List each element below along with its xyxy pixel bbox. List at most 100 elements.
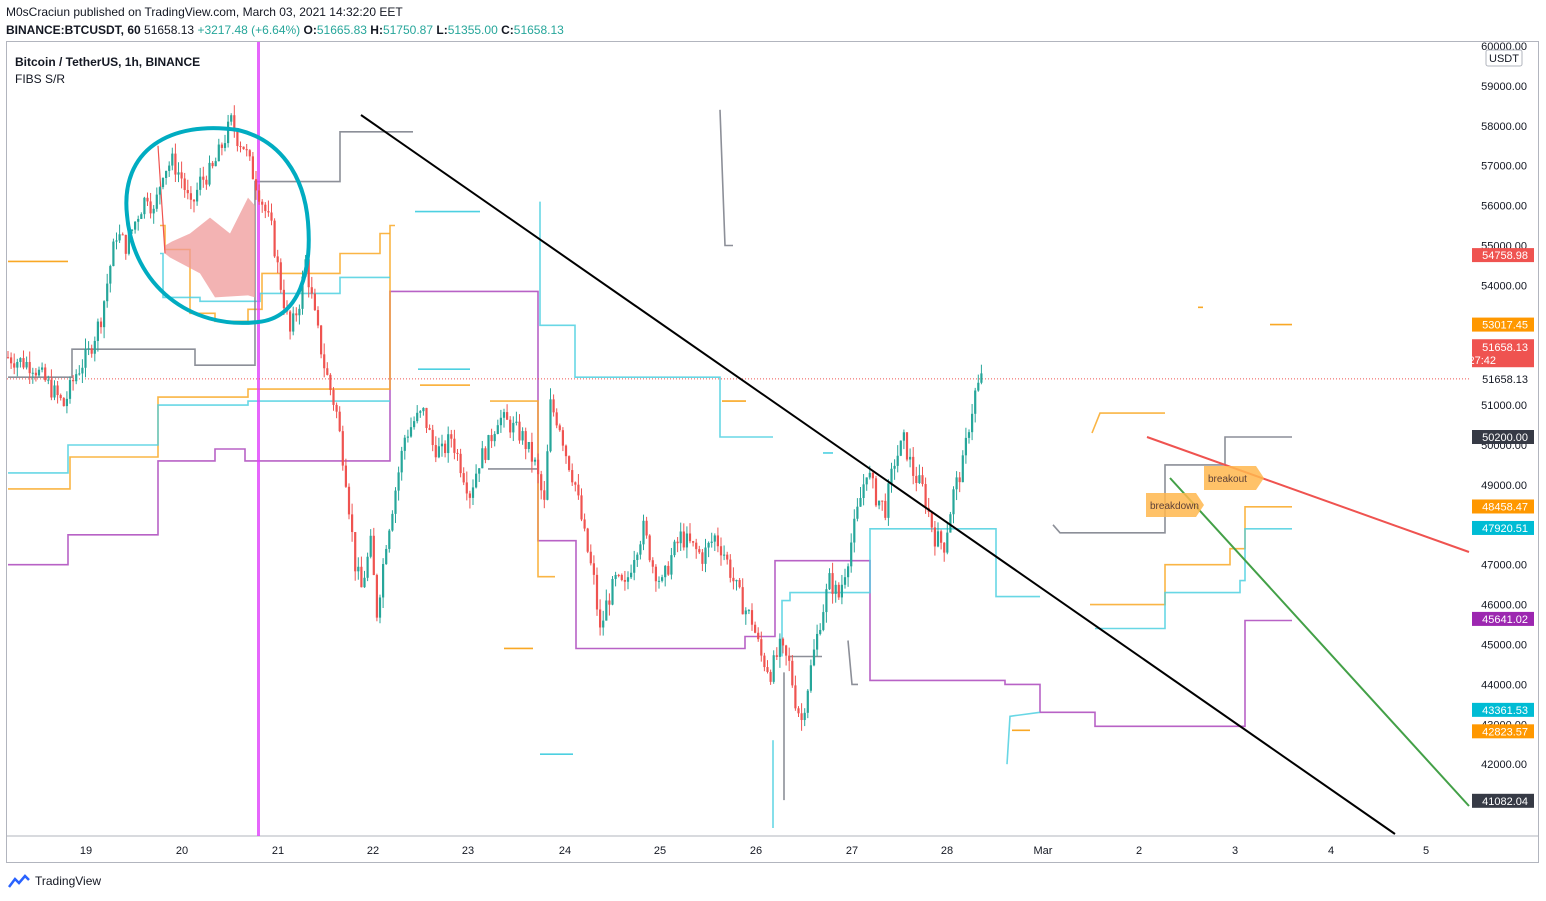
candle — [233, 115, 236, 132]
candle — [543, 490, 546, 500]
candle — [437, 446, 440, 458]
candle — [812, 649, 816, 666]
y-tick-label: 45000.00 — [1481, 639, 1527, 651]
candle — [499, 417, 502, 426]
candle — [25, 361, 28, 368]
candle — [654, 566, 657, 582]
y-tick-label: 44000.00 — [1481, 679, 1527, 691]
candle — [837, 584, 840, 598]
fib-level-line — [8, 224, 395, 490]
price-tag — [1472, 499, 1534, 514]
y-tick-label: 51000.00 — [1481, 400, 1527, 412]
candle — [831, 573, 834, 594]
candle — [564, 445, 568, 457]
candle — [822, 612, 825, 630]
candle — [915, 475, 918, 484]
candle — [75, 374, 78, 382]
price-tag-label: 54758.98 — [1482, 250, 1528, 262]
candle — [747, 610, 750, 612]
candle — [155, 194, 158, 209]
support-line — [1169, 477, 1470, 807]
highlight-circle — [124, 126, 311, 325]
publisher-line: M0sCraciun published on TradingView.com,… — [6, 5, 403, 19]
candle — [171, 153, 174, 166]
candle — [292, 313, 295, 332]
candle — [137, 218, 140, 222]
candle — [196, 189, 199, 202]
candle — [453, 438, 456, 453]
candle — [357, 566, 360, 572]
candle — [465, 482, 468, 494]
candle — [478, 468, 481, 474]
x-tick-label: 26 — [750, 845, 762, 857]
chart-frame — [6, 41, 1539, 863]
candle — [490, 435, 493, 442]
candle — [332, 389, 335, 405]
candle — [22, 358, 25, 368]
candle — [763, 655, 766, 668]
candle — [825, 589, 828, 613]
candle — [385, 548, 388, 565]
x-tick-label: 25 — [654, 845, 666, 857]
candle — [475, 473, 478, 488]
legend-indicator[interactable]: FIBS S/R — [15, 72, 66, 86]
candle — [168, 165, 171, 171]
footer-brand[interactable]: TradingView — [35, 874, 102, 888]
candle — [239, 146, 242, 148]
candle — [50, 379, 53, 398]
candle — [158, 187, 161, 195]
candle — [630, 572, 633, 578]
candle — [608, 600, 611, 605]
candle — [847, 566, 850, 578]
candle — [78, 373, 81, 375]
candle — [400, 450, 403, 473]
candle — [744, 610, 747, 615]
legend-title[interactable]: Bitcoin / TetherUS, 1h, BINANCE — [15, 55, 201, 69]
candle — [19, 358, 22, 362]
low-value: 51355.00 — [447, 23, 498, 37]
candle — [382, 564, 385, 598]
candle — [106, 283, 109, 302]
candle — [912, 456, 915, 476]
candle — [447, 434, 450, 454]
candle — [289, 311, 292, 332]
candle — [651, 560, 654, 567]
candle — [16, 361, 19, 368]
candle — [44, 367, 47, 381]
candle — [778, 638, 781, 657]
candle — [803, 712, 806, 721]
candle — [577, 484, 580, 496]
candle — [484, 448, 487, 460]
candle — [518, 421, 521, 441]
ohlc-line: BINANCE:BTCUSDT, 60 51658.13 +3217.48 (+… — [6, 23, 564, 37]
candle — [645, 520, 648, 536]
x-tick-label: 27 — [846, 845, 858, 857]
currency-label: USDT — [1489, 53, 1519, 65]
candle — [819, 629, 822, 634]
candle — [192, 199, 196, 202]
low-label: L: — [436, 23, 448, 37]
x-tick-label: 28 — [941, 845, 953, 857]
candle — [586, 528, 589, 552]
resistance-line — [1146, 436, 1470, 553]
candle — [65, 398, 68, 407]
candle — [298, 308, 301, 316]
x-tick-label: 19 — [80, 845, 92, 857]
candle — [974, 390, 977, 414]
candle — [679, 531, 682, 544]
candle — [667, 565, 670, 575]
candle — [785, 645, 788, 656]
candle — [853, 518, 856, 543]
candle — [310, 287, 313, 294]
candle — [893, 465, 896, 469]
x-tick-label: 20 — [176, 845, 188, 857]
candle — [248, 150, 251, 157]
candle — [980, 373, 983, 383]
candle — [905, 432, 909, 460]
candle — [797, 708, 800, 714]
candle — [524, 431, 527, 449]
candle — [592, 563, 595, 575]
candle — [695, 542, 698, 550]
candle — [614, 574, 617, 579]
